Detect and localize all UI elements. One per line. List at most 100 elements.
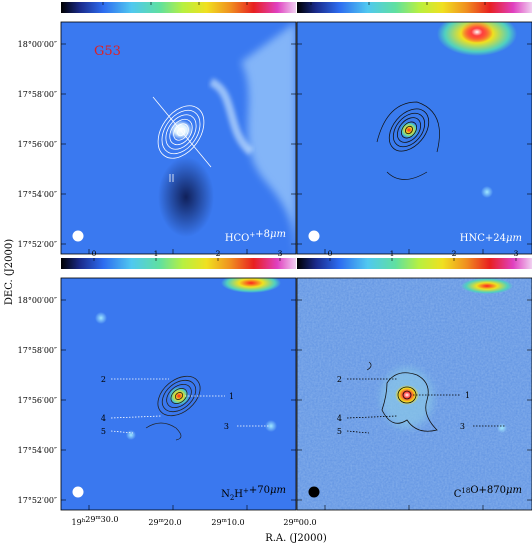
colorbar — [297, 258, 532, 269]
colorbar-tick-label: 50 — [98, 0, 108, 2]
ra-tick-label: 29m20.0 — [148, 518, 181, 527]
source-leader — [110, 430, 134, 434]
contour-line — [381, 372, 438, 432]
contour-line — [161, 379, 197, 413]
contour-line — [161, 109, 201, 155]
colorbar — [61, 258, 296, 269]
panel-c18o: 0 1 2 3 C18O+870μm 1 2 3 4 5 — [296, 249, 532, 511]
beam-marker — [308, 486, 320, 498]
dec-tick-label: 17°54′00″ — [18, 446, 57, 455]
source-leader — [346, 415, 398, 419]
bright-source — [461, 278, 513, 294]
contour-line — [170, 388, 188, 404]
contour-line — [402, 390, 412, 400]
tracer-label: C18O+870μm — [454, 485, 522, 500]
colorbar-tick-label: 3 — [514, 249, 519, 258]
contour-line — [169, 174, 174, 182]
contour-line — [169, 118, 193, 146]
colorbar-tick-label: 150 — [192, 0, 207, 2]
image-map: N2H++70μm 1 2 3 4 5 — [61, 278, 296, 510]
colorbar-tick-label: 2 — [216, 249, 221, 258]
colorbar — [297, 2, 532, 13]
contour-line — [174, 392, 184, 400]
contour-line — [376, 101, 440, 153]
region-label: G53 — [94, 44, 121, 59]
bright-source — [221, 278, 281, 293]
panel-frame — [60, 21, 297, 255]
colorbar-tick-label: 200 — [420, 0, 435, 2]
colorbar-tick-label: 3 — [278, 249, 283, 258]
tracer-label: HNC+24μm — [460, 233, 522, 244]
point-source — [481, 186, 493, 198]
beam-marker — [308, 230, 320, 242]
image-map: HNC+24μm — [297, 22, 532, 254]
contour-line — [166, 383, 192, 409]
dec-tick-label: 18°00′00″ — [18, 296, 57, 305]
tracer-label: HCO++8μm — [225, 229, 286, 244]
colorbar-tick-label: 2 — [452, 249, 457, 258]
point-source — [126, 430, 136, 440]
ra-tick-label: 29m00.0 — [283, 518, 316, 527]
contour-line — [165, 114, 197, 150]
ra-tick-label: 29m10.0 — [211, 518, 244, 527]
panel-hco: 50 100 150 200 G53 HCO++8μm — [60, 0, 297, 255]
contour-line — [173, 123, 189, 141]
colorbar-tick-label: 200 — [240, 0, 255, 2]
colorbar-tick-label: 0 — [328, 249, 333, 258]
contour-line — [396, 117, 422, 143]
dec-tick-label: 17°52′00″ — [18, 496, 57, 505]
cut-line — [152, 96, 212, 168]
contour-line — [386, 171, 428, 180]
core-emission — [395, 385, 419, 405]
colorbar — [61, 2, 296, 13]
dec-tick-label: 17°58′00″ — [18, 90, 57, 99]
dec-tick-label: 17°54′00″ — [18, 190, 57, 199]
panel-n2h: 0 1 2 3 N2H++70μm 1 2 3 4 5 — [60, 249, 297, 511]
source-label: 3 — [460, 422, 465, 431]
source-label: 5 — [337, 427, 342, 436]
source-leader — [346, 430, 370, 434]
contour-line — [392, 112, 426, 148]
tracer-label: N2H++70μm — [221, 485, 286, 502]
panel-frame — [296, 21, 532, 255]
source-label: 2 — [337, 375, 342, 384]
source-label: 1 — [465, 391, 470, 400]
colorbar-tick-label: 300 — [478, 0, 493, 2]
dec-tick-label: 17°56′00″ — [18, 140, 57, 149]
source-label: 4 — [101, 414, 106, 423]
contour-line — [157, 375, 201, 417]
bright-filament — [209, 78, 254, 156]
contour-line — [366, 361, 372, 371]
source-label: 4 — [337, 414, 342, 423]
dec-tick-label: 17°56′00″ — [18, 396, 57, 405]
panel-hnc: 0100200300400HNC+24μm — [296, 0, 532, 255]
source-leader — [110, 415, 162, 419]
colorbar-tick-label: 100 — [144, 0, 159, 2]
contour-line — [157, 105, 205, 159]
colorbar-tick-label: 0 — [92, 249, 97, 258]
source-label: 2 — [101, 375, 106, 384]
image-map: C18O+870μm 1 2 3 4 5 — [297, 278, 532, 510]
contour-line — [388, 108, 430, 152]
tick-labels-layer: 18°00′00″ 17°58′00″ 17°56′00″ 17°54′00″ 17°5… — [18, 40, 317, 527]
dec-tick-label: 18°00′00″ — [18, 40, 57, 49]
point-source — [497, 423, 507, 433]
core-emission — [400, 122, 418, 138]
ra-tick-label: 19h29m30.0 — [72, 515, 119, 527]
dec-tick-label: 17°58′00″ — [18, 346, 57, 355]
bright-filament — [241, 22, 296, 254]
bright-source-peak — [461, 22, 493, 43]
y-axis-title: DEC. (J2000) — [4, 239, 15, 305]
dec-tick-label: 17°52′00″ — [18, 240, 57, 249]
colorbar-tick-label: 0 — [309, 0, 314, 2]
dark-lane — [158, 157, 214, 237]
source-label: 5 — [101, 427, 106, 436]
beam-marker — [72, 486, 84, 498]
beam-marker — [72, 230, 84, 242]
colorbar-tick-label: 1 — [390, 249, 395, 258]
colorbar-tick-label: 100 — [362, 0, 377, 2]
panel-frame — [296, 277, 532, 511]
panel-frame — [60, 277, 297, 511]
source-label: 1 — [229, 392, 234, 401]
contour-line — [405, 125, 413, 135]
